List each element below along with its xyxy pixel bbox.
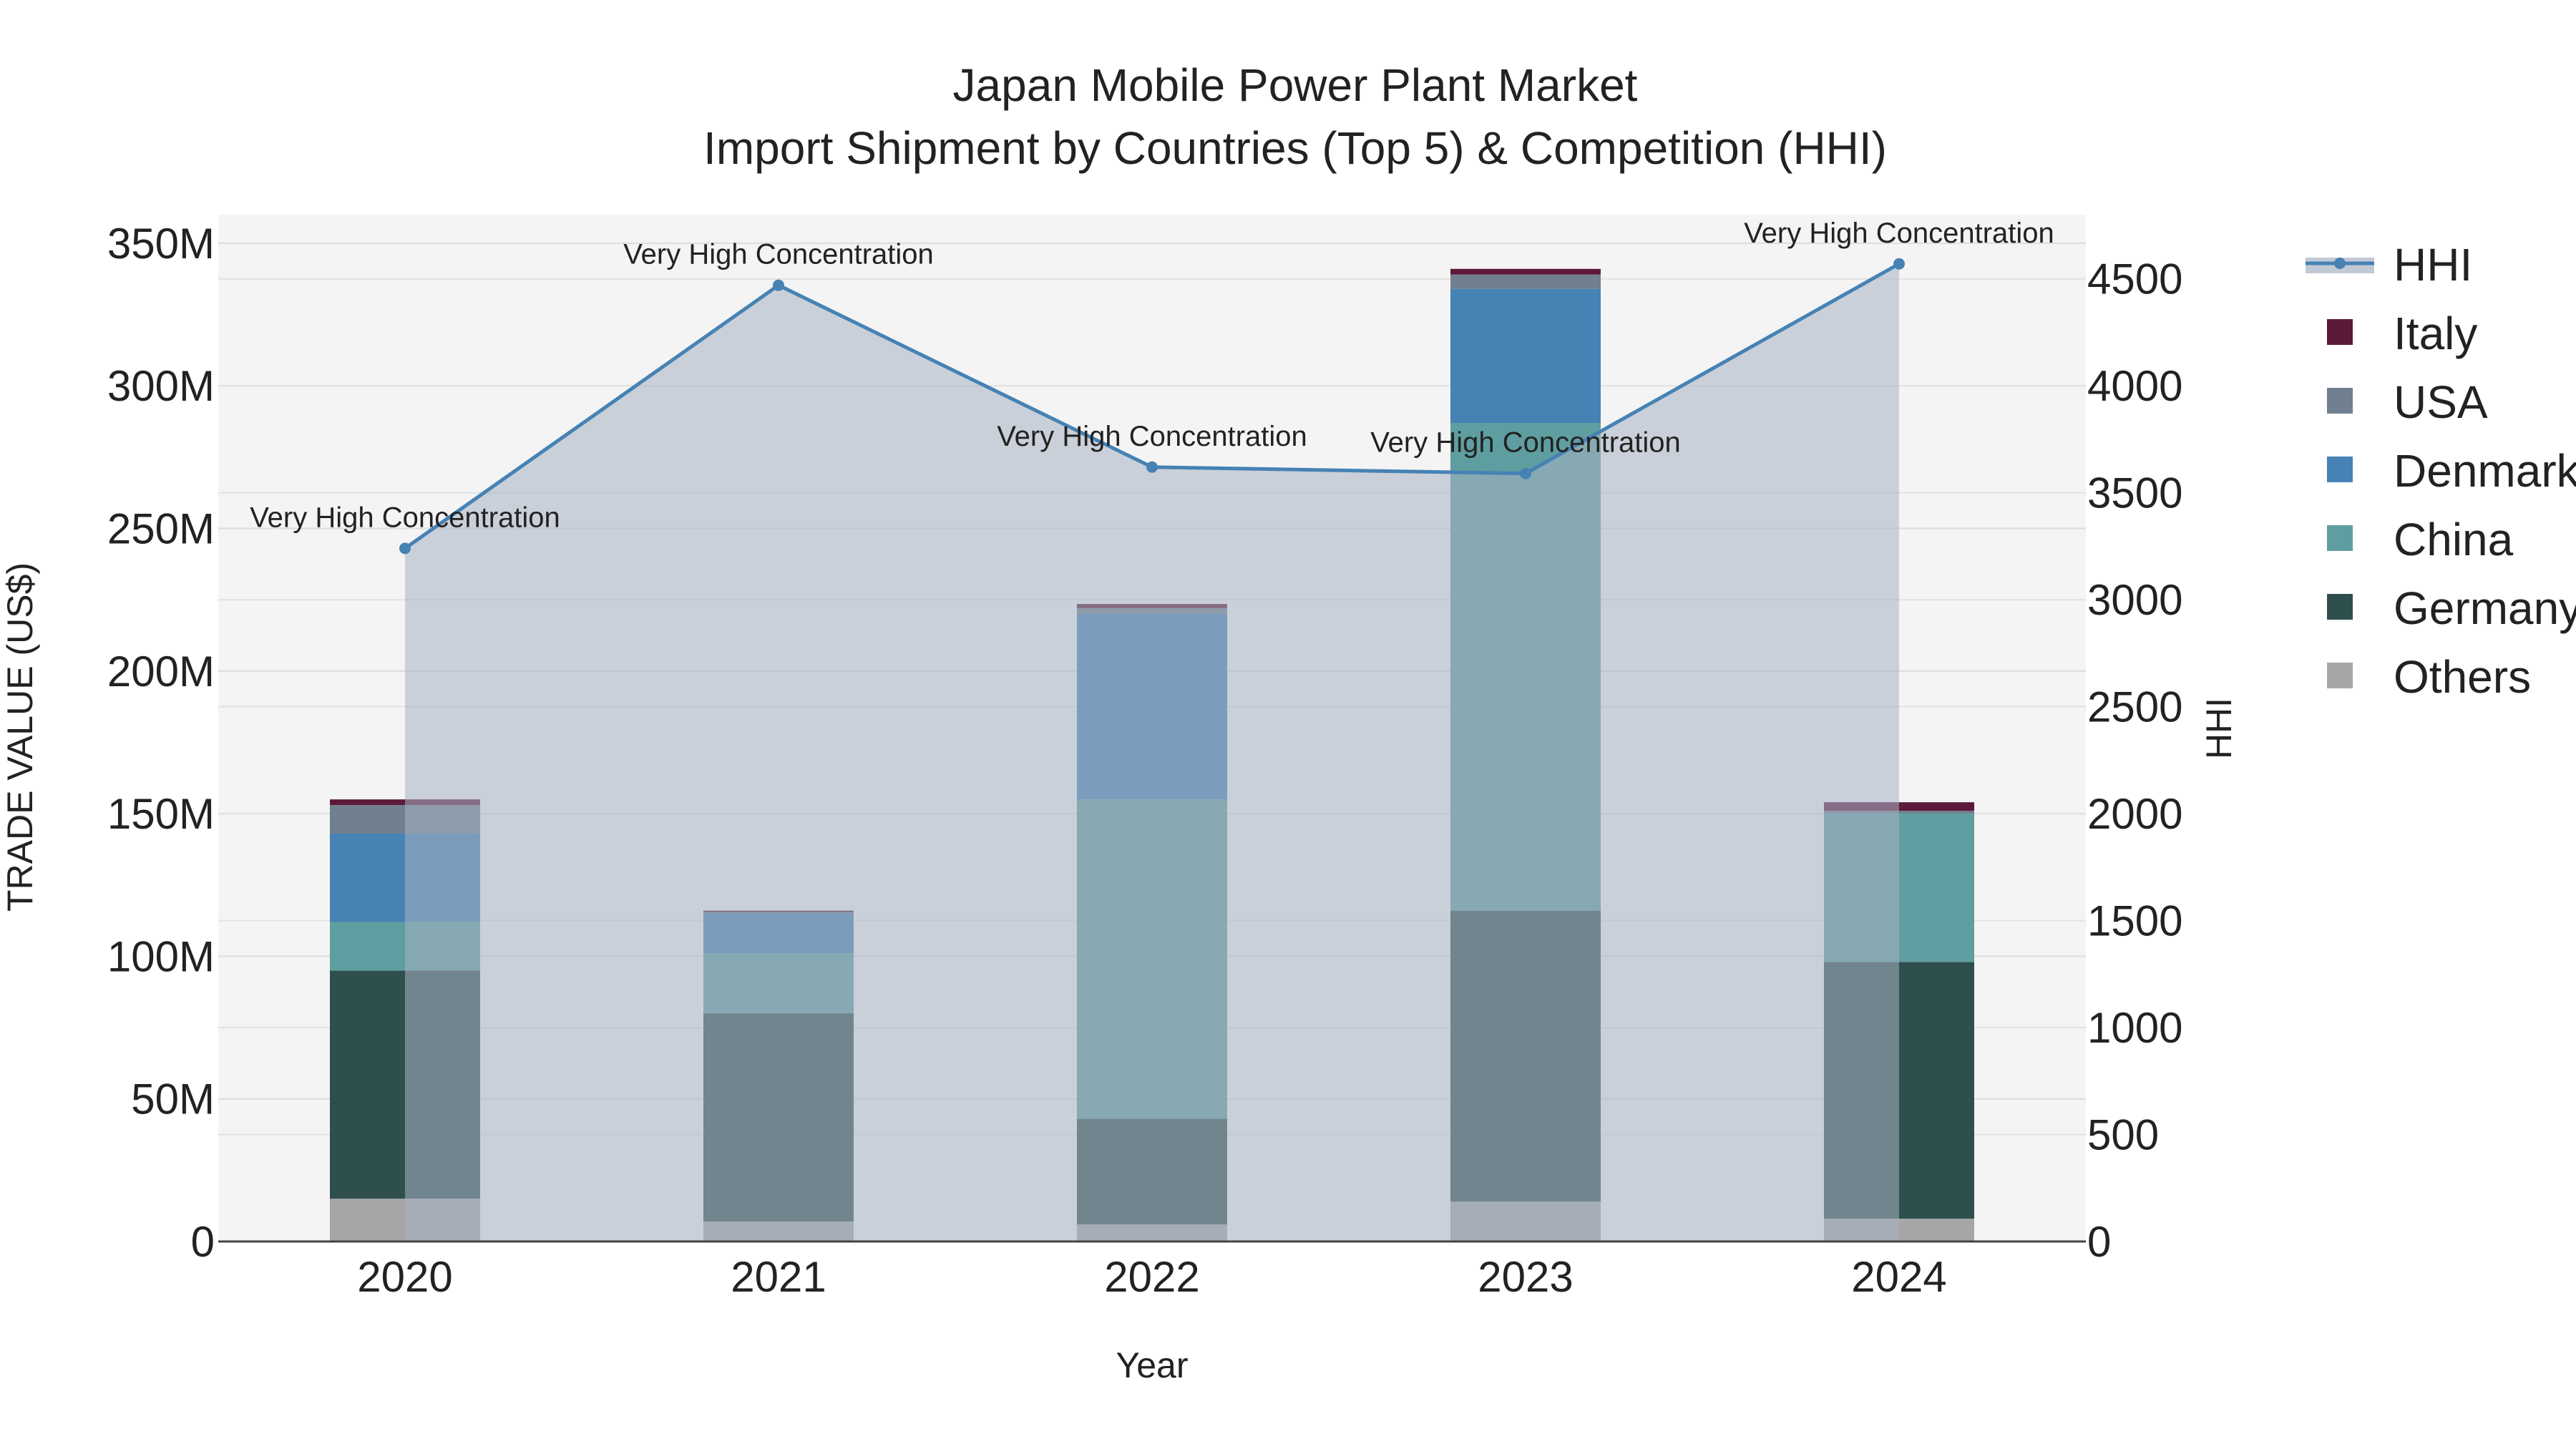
hhi-annotation-2021: Very High Concentration <box>623 239 934 270</box>
hhi-annotation-2024: Very High Concentration <box>1744 218 2054 249</box>
legend-hhi-marker <box>2334 258 2346 269</box>
x-tick-label-2021: 2021 <box>731 1253 826 1301</box>
hhi-area <box>405 263 1899 1242</box>
legend-label-germany: Germany <box>2394 582 2576 634</box>
y-tick-label: 50M <box>131 1075 215 1123</box>
legend-label-china: China <box>2394 514 2514 565</box>
hhi-annotation-2020: Very High Concentration <box>250 502 560 533</box>
legend-swatch-china <box>2327 525 2353 551</box>
x-tick-label-2020: 2020 <box>357 1253 452 1301</box>
y2-tick-label: 3000 <box>2087 576 2182 624</box>
x-tick-label-2024: 2024 <box>1851 1253 1946 1301</box>
bar-usa-2023 <box>1450 274 1601 289</box>
y-tick-label: 350M <box>107 220 215 268</box>
hhi-point-2021 <box>773 279 784 291</box>
y-tick-label: 250M <box>107 504 215 552</box>
y2-tick-label: 500 <box>2087 1111 2159 1159</box>
hhi-point-2023 <box>1520 467 1531 479</box>
hhi-point-2024 <box>1893 258 1905 270</box>
legend-label-italy: Italy <box>2394 308 2477 359</box>
legend-label-hhi: HHI <box>2394 239 2472 291</box>
legend-label-others: Others <box>2394 651 2531 703</box>
y2-tick-label: 2500 <box>2087 683 2182 731</box>
hhi-point-2020 <box>399 542 411 555</box>
y2-tick-label: 4500 <box>2087 255 2182 303</box>
x-tick-label-2023: 2023 <box>1478 1253 1573 1301</box>
legend-swatch-italy <box>2327 319 2353 345</box>
y-tick-label: 200M <box>107 648 215 696</box>
plot-area: Very High Concentration Very High Concent… <box>107 215 2182 1301</box>
legend-label-usa: USA <box>2394 376 2488 428</box>
legend-swatch-germany <box>2327 594 2353 620</box>
x-axis-title: Year <box>1116 1345 1188 1385</box>
y2-tick-label: 1500 <box>2087 897 2182 945</box>
x-tick-label-2022: 2022 <box>1104 1253 1199 1301</box>
y2-tick-label: 2000 <box>2087 790 2182 838</box>
legend-swatch-usa <box>2327 388 2353 414</box>
bar-italy-2023 <box>1450 268 1601 275</box>
hhi-annotation-2022: Very High Concentration <box>997 421 1307 452</box>
legend-swatch-others <box>2327 663 2353 688</box>
y-tick-label: 100M <box>107 932 215 980</box>
chart-title: Japan Mobile Power Plant Market <box>953 59 1638 111</box>
y2-axis-title: HHI <box>2199 698 2239 759</box>
y-axis-title: TRADE VALUE (US$) <box>0 562 40 912</box>
y2-tick-label: 0 <box>2087 1218 2111 1266</box>
y-tick-label: 150M <box>107 790 215 838</box>
legend-label-denmark: Denmark <box>2394 445 2576 497</box>
chart-subtitle: Import Shipment by Countries (Top 5) & C… <box>703 122 1887 174</box>
y2-tick-label: 4000 <box>2087 362 2182 410</box>
legend: HHI Italy USA Denmark China Germany Others <box>2306 239 2576 703</box>
y-tick-label: 300M <box>107 362 215 410</box>
hhi-point-2022 <box>1146 461 1158 473</box>
y2-tick-label: 3500 <box>2087 469 2182 517</box>
y2-tick-label: 1000 <box>2087 1004 2182 1052</box>
hhi-annotation-2023: Very High Concentration <box>1370 427 1681 459</box>
legend-swatch-denmark <box>2327 457 2353 482</box>
y-tick-label: 0 <box>191 1218 215 1266</box>
bar-denmark-2023 <box>1450 288 1601 423</box>
